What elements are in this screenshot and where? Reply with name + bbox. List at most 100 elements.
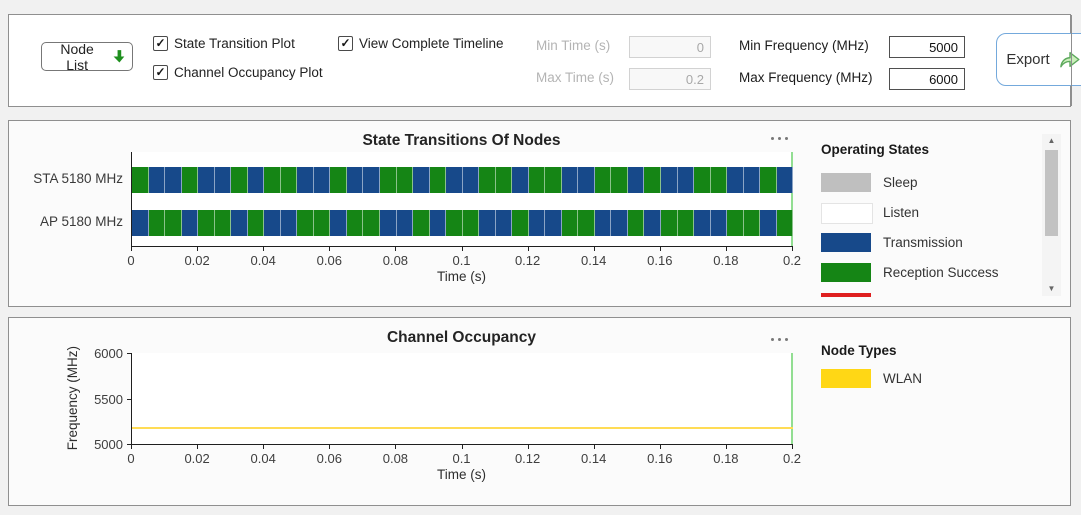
state-cell [346, 210, 364, 236]
legend-label: Reception Success [883, 265, 999, 280]
state-cell [396, 167, 414, 193]
checkbox-check-icon: ✓ [155, 65, 166, 79]
state-cell [198, 167, 215, 193]
max-time-label: Max Time (s) [536, 70, 615, 85]
state-cell [545, 167, 562, 193]
state-cell [495, 210, 513, 236]
occupancy-plot-area[interactable] [131, 353, 793, 445]
state-cell [611, 210, 628, 236]
checkbox-box: ✓ [338, 36, 353, 51]
legend-label: Transmission [883, 235, 963, 250]
x-tick-label: 0.02 [184, 253, 210, 268]
state-cell [363, 167, 380, 193]
x-tick-label: 0.2 [782, 253, 802, 268]
legend-item: Sleep [821, 173, 1056, 192]
state-cell [561, 210, 579, 236]
state-cell [627, 210, 645, 236]
x-tick-mark [461, 445, 463, 449]
export-button[interactable]: Export [996, 33, 1081, 86]
state-cell [710, 210, 728, 236]
scrollbar-thumb[interactable] [1045, 150, 1058, 236]
state-plot-area[interactable] [131, 152, 794, 247]
state-cell [313, 167, 331, 193]
operating-states-legend: Sleep Listen Transmission Reception Success [821, 173, 1056, 298]
state-cell [247, 210, 265, 236]
state-cell [776, 210, 794, 236]
state-cell [165, 210, 182, 236]
node-list-label: Node List [60, 40, 94, 73]
state-cell [661, 210, 678, 236]
x-tick-label: 0.16 [647, 253, 673, 268]
min-frequency-field[interactable] [889, 36, 965, 58]
state-plot-title: State Transitions Of Nodes [362, 132, 561, 149]
state-cell [545, 210, 562, 236]
plot-options-menu-icon[interactable] [767, 334, 792, 345]
state-cell [280, 167, 298, 193]
x-tick-mark [263, 247, 265, 251]
channel-occupancy-panel: Channel Occupancy Frequency (MHz) Time (… [8, 317, 1071, 506]
row-label: STA 5180 MHz [33, 171, 123, 186]
checkbox-state-transition-plot[interactable]: ✓ State Transition Plot [153, 36, 295, 51]
checkbox-label: State Transition Plot [174, 36, 295, 51]
state-cell [578, 167, 595, 193]
x-tick-mark [659, 445, 661, 449]
state-cell [479, 167, 496, 193]
legend-item: Reception Success [821, 263, 1056, 282]
x-tick-label: 0.02 [184, 451, 210, 466]
x-tick-label: 0 [127, 253, 135, 268]
plot-options-menu-icon[interactable] [767, 133, 792, 144]
state-cell [297, 210, 314, 236]
state-cell [132, 167, 149, 193]
x-tick-label: 0.04 [250, 253, 276, 268]
time-cursor-line [791, 152, 793, 246]
state-cell [429, 167, 447, 193]
x-tick-mark [527, 445, 529, 449]
checkbox-check-icon: ✓ [340, 36, 351, 50]
state-cell [528, 167, 546, 193]
legend-swatch [821, 173, 871, 192]
occupancy-line-wlan [132, 426, 793, 429]
min-frequency-label: Min Frequency (MHz) [739, 38, 869, 53]
state-cell [661, 167, 678, 193]
state-plot-xlabel: Time (s) [437, 269, 486, 284]
scrollbar-up-icon[interactable]: ▲ [1047, 136, 1056, 145]
legend-scrollbar[interactable]: ▲ ▼ [1042, 134, 1061, 296]
state-cell [677, 167, 695, 193]
x-tick-mark [593, 445, 595, 449]
y-tick-label: 5000 [94, 437, 123, 452]
x-tick-label: 0 [127, 451, 135, 466]
checkbox-check-icon: ✓ [155, 36, 166, 50]
state-cell [214, 167, 232, 193]
checkbox-view-complete-timeline[interactable]: ✓ View Complete Timeline [338, 36, 504, 51]
legend-swatch [821, 233, 871, 252]
scrollbar-down-icon[interactable]: ▼ [1047, 284, 1056, 293]
state-cell [181, 167, 199, 193]
x-tick-label: 0.2 [782, 451, 802, 466]
legend-swatch [821, 203, 873, 224]
node-list-button[interactable]: Node List [41, 40, 133, 73]
row-label: AP 5180 MHz [39, 214, 123, 229]
state-cell [214, 210, 232, 236]
x-tick-mark [329, 445, 331, 449]
occupancy-plot-xlabel: Time (s) [437, 467, 486, 482]
state-cell [627, 167, 645, 193]
x-tick-mark [461, 247, 463, 251]
state-cell [198, 210, 215, 236]
state-cell [330, 210, 347, 236]
state-cell [776, 167, 794, 193]
min-time-field [629, 36, 711, 58]
state-cell [429, 210, 447, 236]
state-cell [264, 210, 281, 236]
state-cell [594, 210, 612, 236]
legend-swatch [821, 293, 871, 297]
x-tick-mark [131, 247, 132, 251]
legend-swatch [821, 263, 871, 282]
state-cell [148, 167, 166, 193]
state-cell [231, 210, 248, 236]
checkbox-channel-occupancy-plot[interactable]: ✓ Channel Occupancy Plot [153, 65, 323, 80]
occupancy-plot-title: Channel Occupancy [386, 329, 536, 346]
legend-label: Listen [883, 205, 920, 220]
x-tick-label: 0.14 [581, 451, 607, 466]
max-frequency-field[interactable] [889, 68, 965, 90]
